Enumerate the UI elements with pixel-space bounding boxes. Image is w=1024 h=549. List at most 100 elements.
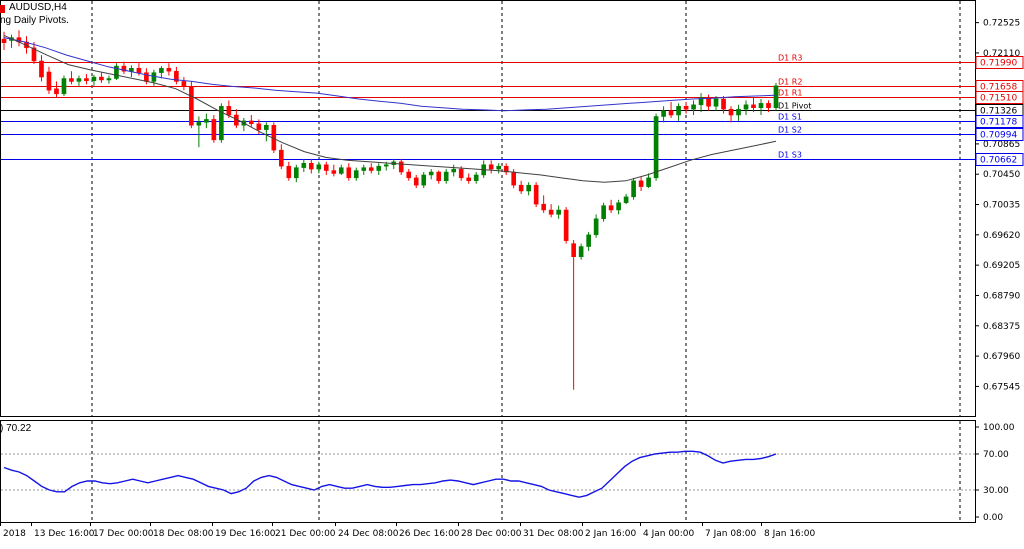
candle-body xyxy=(39,60,44,78)
candle-body xyxy=(556,209,561,215)
candle-body xyxy=(211,119,217,141)
candle-body xyxy=(368,167,374,171)
pivot-level-label: D1 R3 xyxy=(778,54,802,63)
candle-body xyxy=(488,164,494,170)
time-tick-label: 2018 xyxy=(3,529,26,539)
candle-body xyxy=(661,110,666,117)
time-tick-label: 18 Dec 08:00 xyxy=(153,529,214,539)
pivot-price-label: 0.70662 xyxy=(980,156,1017,166)
moving-average-slow-line xyxy=(3,37,777,112)
candle-body xyxy=(601,205,606,220)
pivot-level-label: D1 S2 xyxy=(778,126,802,135)
oscillator-tick-label: 0.00 xyxy=(983,513,1003,523)
candle-body xyxy=(473,174,479,182)
price-tick-label: 0.70035 xyxy=(983,201,1020,211)
candle-body xyxy=(518,184,524,192)
candle-body xyxy=(293,167,299,179)
price-tick-label: 0.72110 xyxy=(983,49,1020,59)
candle-icon xyxy=(0,5,5,13)
candle-body xyxy=(548,209,554,215)
price-panel-frame xyxy=(0,0,976,417)
pivot-price-label: 0.71510 xyxy=(980,94,1017,104)
candle-body xyxy=(698,97,704,106)
candle-body xyxy=(443,171,449,182)
candle-body xyxy=(279,149,284,167)
candle-body xyxy=(668,110,674,116)
candle-body xyxy=(758,103,764,108)
indicator-title: ng Daily Pivots. xyxy=(0,15,69,26)
moving-average-fast-line xyxy=(3,34,777,183)
candle-body xyxy=(99,76,104,81)
candle-body xyxy=(593,218,599,236)
pivot-price-label: 0.71990 xyxy=(980,59,1017,69)
candle-body xyxy=(616,202,621,211)
time-tick-label: 7 Jan 08:00 xyxy=(705,529,757,539)
candle-body xyxy=(308,162,314,170)
candle-body xyxy=(174,70,179,82)
candle-body xyxy=(578,246,584,258)
candle-body xyxy=(1,38,7,43)
chart-symbol-title: AUDUSD,H4 xyxy=(9,2,67,13)
time-tick-label: 13 Dec 16:00 xyxy=(34,529,95,539)
candle-body xyxy=(106,78,112,81)
candle-body xyxy=(736,108,741,116)
time-tick-label: 31 Dec 08:00 xyxy=(523,529,584,539)
candle-body xyxy=(54,88,59,95)
candle-body xyxy=(713,98,719,107)
pivot-price-label: 0.71326 xyxy=(980,107,1017,117)
candle-body xyxy=(743,104,749,110)
candle-body xyxy=(623,196,629,203)
pivot-price-box xyxy=(975,115,1024,128)
candle-body xyxy=(691,104,696,110)
candle-body xyxy=(676,106,681,116)
candle-body xyxy=(69,78,74,82)
candle-body xyxy=(91,76,97,81)
oscillator-tick-label: 70.00 xyxy=(983,450,1009,460)
candle-body xyxy=(428,171,434,176)
pivot-level-label: D1 R1 xyxy=(778,89,802,98)
oscillator-title: ) 70.22 xyxy=(0,423,32,434)
symbol-icon xyxy=(0,4,5,15)
candle-body xyxy=(264,125,269,130)
time-tick-label: 8 Jan 16:00 xyxy=(764,529,816,539)
pivot-level-label: D1 R2 xyxy=(778,78,802,87)
oscillator-panel-frame xyxy=(0,420,976,523)
pivot-level-label: D1 S3 xyxy=(778,151,802,160)
candle-body xyxy=(361,167,367,171)
candle-body xyxy=(436,171,442,182)
candle-body xyxy=(256,123,262,130)
candle-body xyxy=(376,165,382,171)
candle-body xyxy=(286,165,292,179)
candle-body xyxy=(129,68,134,72)
candle-body xyxy=(721,98,726,110)
candle-body xyxy=(458,168,464,179)
time-tick-label: 24 Dec 08:00 xyxy=(338,529,399,539)
time-tick-label: 21 Dec 00:00 xyxy=(275,529,336,539)
candle-body xyxy=(683,106,689,110)
candle-body xyxy=(144,72,149,82)
candle-body xyxy=(421,174,427,186)
candle-body xyxy=(189,86,194,126)
candle-body xyxy=(114,65,119,79)
candle-body xyxy=(196,122,202,126)
pivot-price-label: 0.71658 xyxy=(980,83,1017,93)
candle-body xyxy=(646,177,651,187)
candle-body xyxy=(586,234,591,247)
price-tick-label: 0.69620 xyxy=(983,231,1020,241)
price-tick-label: 0.69205 xyxy=(983,261,1020,271)
candle-body xyxy=(383,164,389,167)
candle-body xyxy=(511,171,516,186)
price-tick-label: 0.67545 xyxy=(983,382,1020,392)
candle-body xyxy=(338,167,344,174)
candle-body xyxy=(398,161,404,173)
candle-body xyxy=(751,104,756,108)
candle-body xyxy=(451,168,457,173)
candle-body xyxy=(316,164,322,170)
time-tick-label: 4 Jan 00:00 xyxy=(643,529,695,539)
pivot-price-box xyxy=(975,56,1024,69)
candle-body xyxy=(503,165,509,173)
candle-body xyxy=(323,164,329,171)
candle-body xyxy=(571,243,576,258)
candle-body xyxy=(496,165,501,170)
